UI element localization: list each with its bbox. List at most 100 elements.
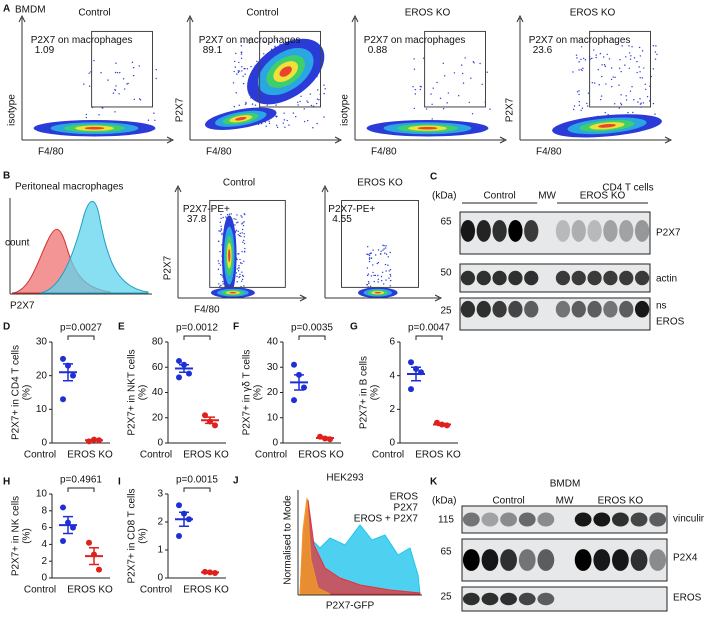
event-dot xyxy=(324,88,326,90)
dot xyxy=(70,372,76,379)
event-dot xyxy=(652,102,655,105)
p-value: p=0.0027 xyxy=(60,323,102,334)
x-label: F4/80 xyxy=(194,305,220,316)
event-dot xyxy=(122,78,125,80)
event-dot xyxy=(645,88,647,90)
x-tick-label: Control xyxy=(24,585,56,596)
event-dot xyxy=(265,125,267,127)
event-dot xyxy=(628,52,631,54)
event-dot xyxy=(237,270,240,272)
gate-value: 4.55 xyxy=(332,214,352,225)
y-tick-label: 3 xyxy=(157,489,163,500)
event-dot xyxy=(235,229,237,232)
event-dot xyxy=(233,105,235,108)
density xyxy=(229,291,237,294)
event-dot xyxy=(586,105,589,107)
event-dot xyxy=(237,253,239,255)
event-dot xyxy=(236,258,238,261)
event-dot xyxy=(238,104,240,107)
y-tick-label: 30 xyxy=(36,337,48,348)
event-dot xyxy=(486,71,488,73)
y-tick-label: 20 xyxy=(36,370,48,381)
p-value: p=0.0015 xyxy=(176,475,218,486)
event-dot xyxy=(602,56,605,58)
event-dot xyxy=(307,119,309,122)
band xyxy=(593,549,611,571)
band xyxy=(587,270,602,286)
event-dot xyxy=(581,107,584,109)
event-dot xyxy=(238,267,240,269)
dot xyxy=(86,539,92,546)
band xyxy=(587,300,602,318)
event-dot xyxy=(225,216,227,218)
event-dot xyxy=(221,274,223,277)
event-dot xyxy=(380,275,383,278)
legend-entry: EROS xyxy=(390,492,419,503)
event-dot xyxy=(639,103,642,105)
event-dot xyxy=(367,280,370,283)
event-dot xyxy=(655,45,657,47)
event-dot xyxy=(263,41,266,43)
event-dot xyxy=(262,40,264,43)
arrow xyxy=(186,14,194,23)
event-dot xyxy=(93,59,95,62)
event-dot xyxy=(286,119,288,122)
event-dot xyxy=(367,273,370,275)
event-dot xyxy=(639,71,641,73)
event-dot xyxy=(604,65,607,68)
x-tick-label: EROS KO xyxy=(415,450,461,461)
event-dot xyxy=(389,273,391,276)
event-dot xyxy=(610,78,613,81)
band xyxy=(634,300,650,318)
event-dot xyxy=(640,102,642,104)
event-dot xyxy=(419,88,422,91)
event-dot xyxy=(242,82,245,85)
panel-label: H xyxy=(3,477,10,488)
event-dot xyxy=(243,221,245,223)
event-dot xyxy=(243,251,246,253)
dot xyxy=(96,566,102,573)
marker: 115 xyxy=(438,515,454,526)
y-tick-label: 0 xyxy=(157,438,163,449)
event-dot xyxy=(276,39,278,41)
event-dot xyxy=(447,92,450,94)
band xyxy=(462,549,480,571)
event-dot xyxy=(236,275,238,278)
event-dot xyxy=(238,235,241,237)
y-tick-label: 2 xyxy=(389,404,395,415)
band xyxy=(571,270,586,286)
event-dot xyxy=(619,58,621,61)
event-dot xyxy=(591,57,593,60)
gate xyxy=(589,30,651,108)
event-dot xyxy=(154,119,156,122)
band xyxy=(555,270,571,286)
event-dot xyxy=(652,68,655,70)
event-dot xyxy=(237,70,240,72)
band xyxy=(481,549,499,571)
y-label: count xyxy=(5,238,30,249)
y-label: (%) xyxy=(138,528,149,544)
dot xyxy=(186,370,192,377)
event-dot xyxy=(132,74,135,77)
event-dot xyxy=(372,249,374,251)
event-dot xyxy=(605,83,607,85)
event-dot xyxy=(236,214,238,216)
event-dot xyxy=(276,124,278,126)
event-dot xyxy=(370,257,373,259)
band xyxy=(481,592,499,606)
event-dot xyxy=(370,252,372,254)
event-dot xyxy=(575,54,578,56)
event-dot xyxy=(239,275,241,278)
event-dot xyxy=(580,58,582,61)
event-dot xyxy=(303,120,306,123)
bracket xyxy=(415,335,443,340)
event-dot xyxy=(133,98,136,101)
y-tick-label: 0 xyxy=(389,438,395,449)
dot xyxy=(408,386,414,393)
event-dot xyxy=(85,113,87,116)
event-dot xyxy=(300,95,302,97)
x-label: P2X7-GFP xyxy=(326,601,375,612)
event-dot xyxy=(114,71,117,74)
event-dot xyxy=(641,50,644,52)
event-dot xyxy=(307,101,309,104)
